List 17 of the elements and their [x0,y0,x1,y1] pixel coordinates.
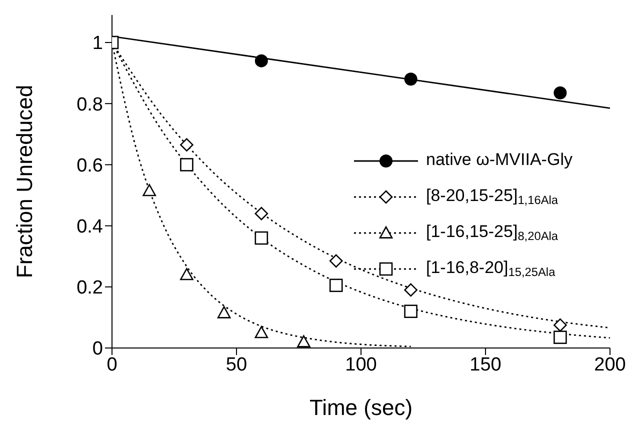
x-tick-label: 150 [470,354,502,376]
x-axis-title: Time (sec) [309,395,413,420]
legend-label: native ω-MVIIA-Gly [426,150,573,170]
y-tick-label: 0 [92,338,103,360]
x-tick-label: 200 [594,354,626,376]
x-tick-label: 100 [345,354,377,376]
y-axis-title: Fraction Unreduced [12,84,37,278]
y-tick-label: 0.4 [76,216,104,238]
legend-label: [1-16,8-20]$_{15,25Ala}$ [426,258,556,279]
y-tick-label: 1 [92,33,103,54]
y-tick-label: 0.6 [76,155,103,176]
y-tick-label: 0.8 [76,94,103,116]
x-tick-label: 50 [226,354,248,376]
legend-label: [8-20,15-25]$_{1,16Ala}$ [426,186,558,207]
y-tick-label: 0.2 [76,278,103,299]
legend-label: [1-16,15-25]$_{8,20Ala}$ [426,222,558,243]
x-tick-label: 0 [106,354,118,376]
